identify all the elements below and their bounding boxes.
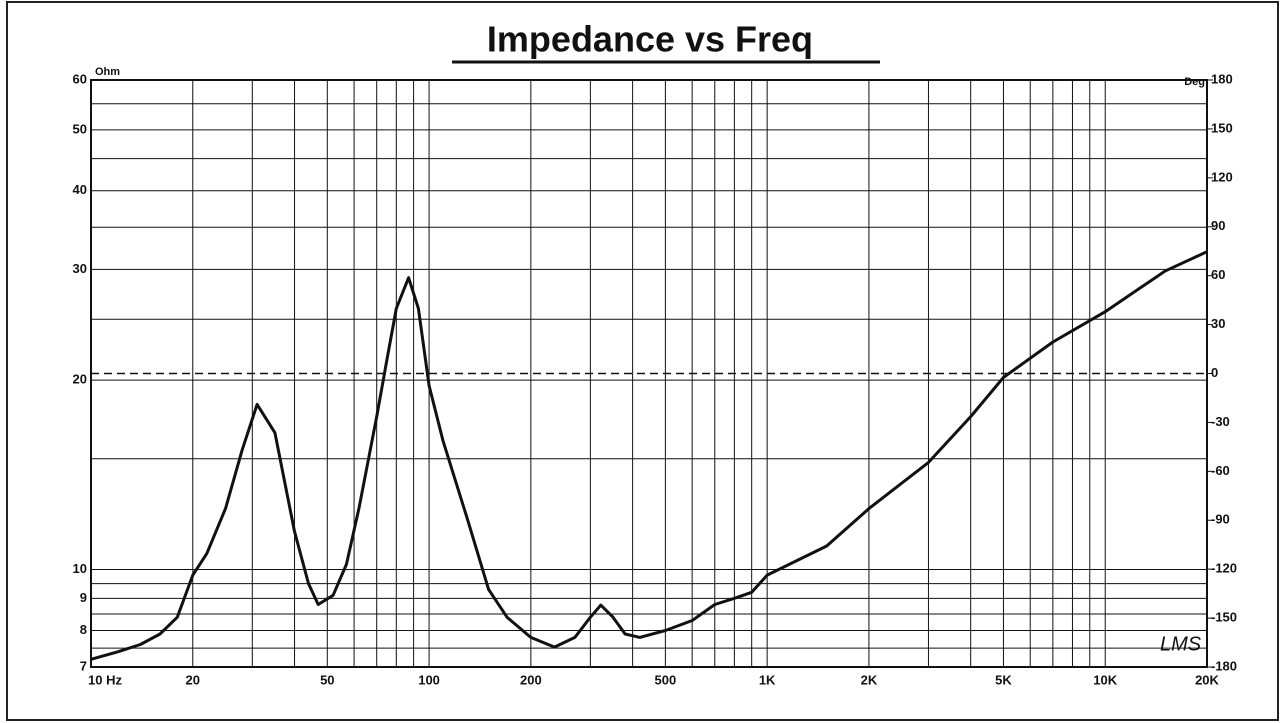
y2-tick-label: -150: [1211, 610, 1237, 625]
y-unit: Ohm: [95, 66, 120, 78]
x-tick-label: 5K: [995, 672, 1012, 687]
x-tick-label: 20K: [1195, 672, 1219, 687]
chart-title: Impedance vs Freq: [487, 19, 813, 60]
x-tick-label: 2K: [861, 672, 878, 687]
frame: [6, 1, 1279, 721]
y2-tick-label: 0: [1211, 365, 1218, 380]
y2-tick-label: 120: [1211, 169, 1233, 184]
y2-tick-label: 60: [1211, 267, 1225, 282]
y2-tick-label: -120: [1211, 561, 1237, 576]
y-tick-label: 8: [80, 622, 87, 637]
y2-tick-label: 150: [1211, 120, 1233, 135]
y2-unit: Deg: [1184, 76, 1205, 88]
x-tick-label: 500: [655, 672, 677, 687]
y-tick-label: 9: [80, 590, 87, 605]
x-tick-label: 200: [520, 672, 542, 687]
x-tick-label: 50: [320, 672, 334, 687]
y-tick-label: 60: [73, 71, 87, 86]
logo: LMS: [1160, 633, 1202, 655]
y2-tick-label: -60: [1211, 463, 1230, 478]
y-tick-label: 20: [73, 372, 87, 387]
y2-tick-label: -90: [1211, 512, 1230, 527]
impedance-line: [90, 250, 1208, 661]
y2-tick-label: 180: [1211, 71, 1233, 86]
plot-border: [90, 79, 1208, 668]
y-tick-label: 40: [73, 182, 87, 197]
y2-tick-label: 30: [1211, 316, 1225, 331]
y2-tick-label: 90: [1211, 218, 1225, 233]
y-tick-label: 7: [80, 658, 87, 673]
x-tick-label: 10K: [1093, 672, 1117, 687]
x-tick-label: 100: [418, 672, 440, 687]
x-tick-label: 1K: [759, 672, 776, 687]
x-tick-label: 10 Hz: [88, 672, 122, 687]
y-tick-label: 50: [73, 121, 87, 136]
y2-tick-label: -30: [1211, 414, 1230, 429]
y-tick-label: 30: [73, 261, 87, 276]
x-tick-label: 20: [186, 672, 200, 687]
y2-tick-label: -180: [1211, 658, 1237, 673]
y-tick-label: 10: [73, 561, 87, 576]
